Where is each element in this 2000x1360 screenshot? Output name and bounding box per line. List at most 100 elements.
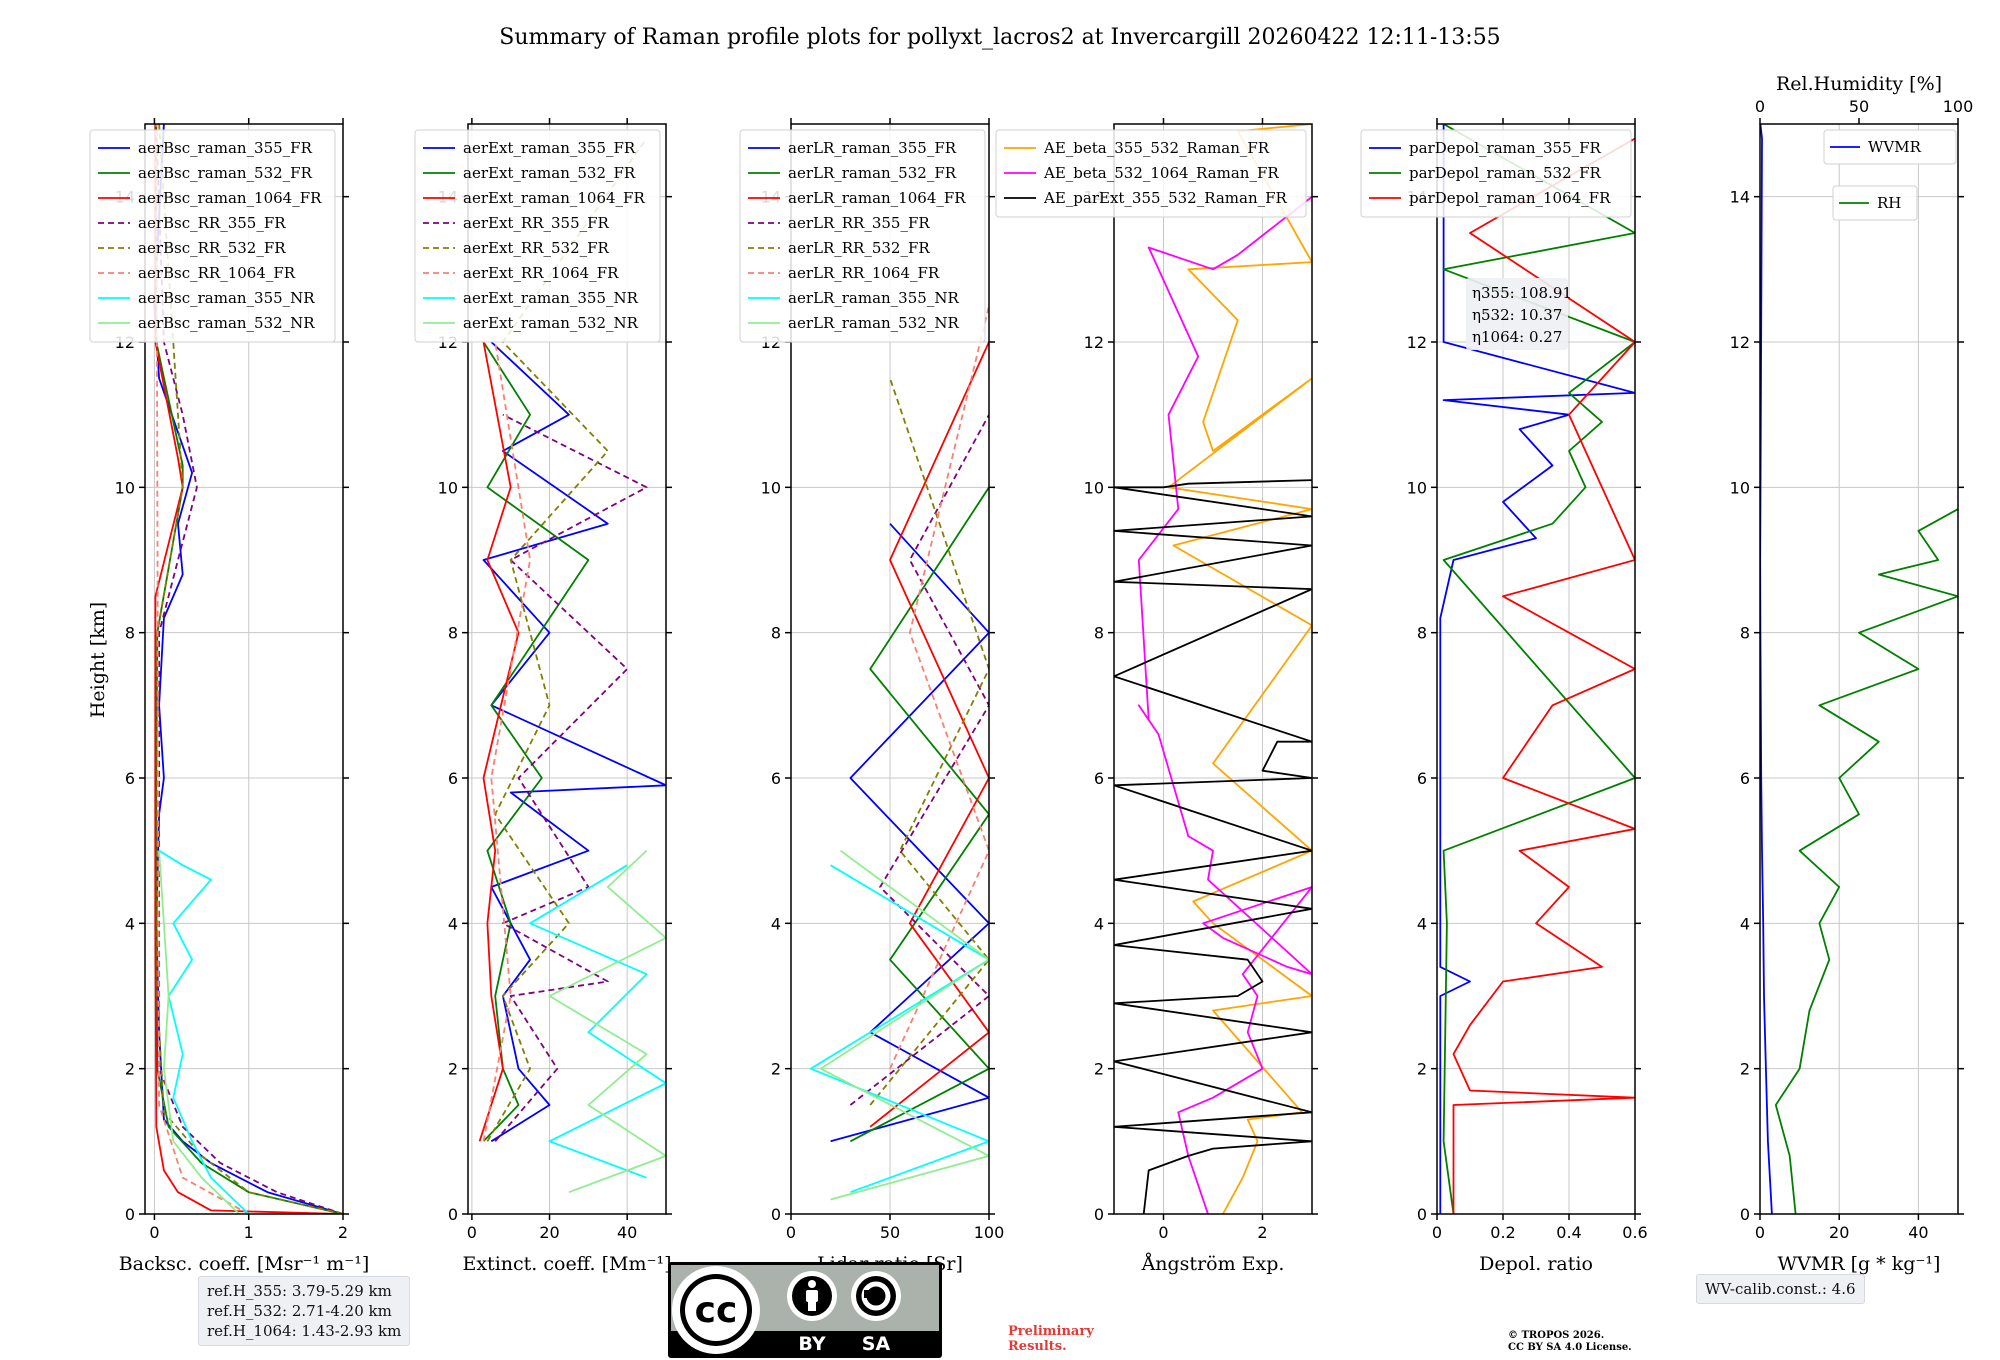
series-group bbox=[809, 305, 989, 1201]
share-alike-icon bbox=[851, 1271, 901, 1321]
y-tick-label: 10 bbox=[1730, 478, 1750, 497]
y-tick-label: 2 bbox=[1417, 1060, 1427, 1079]
y-tick-label: 6 bbox=[1094, 769, 1104, 788]
series-line-aerExt_RR_355_FR bbox=[494, 413, 648, 1142]
x-tick-label: 50 bbox=[880, 1223, 900, 1242]
y-tick-label: 4 bbox=[1740, 914, 1750, 933]
legend-box bbox=[1360, 129, 1632, 218]
series-line-AE_beta_532_1064_Raman_FR bbox=[1137, 195, 1312, 1214]
series-line-aerLR_raman_532_FR bbox=[849, 486, 989, 1143]
cc-sa-label: SA bbox=[862, 1333, 891, 1355]
y-tick-label: 6 bbox=[125, 769, 135, 788]
y-tick-label: 10 bbox=[115, 478, 135, 497]
legend-box bbox=[1832, 185, 1918, 221]
copyright-note: © TROPOS 2026. CC BY SA 4.0 License. bbox=[1508, 1330, 1632, 1354]
legend-box bbox=[739, 129, 986, 343]
cc-by-sa-badge: cc BY SA bbox=[668, 1262, 942, 1358]
x-tick-label: 0.4 bbox=[1556, 1223, 1581, 1242]
series-line-aerLR_RR_355_FR bbox=[849, 414, 989, 1106]
legend-RH: RH bbox=[1832, 185, 1918, 221]
copyright-line-1: © TROPOS 2026. bbox=[1508, 1330, 1605, 1341]
legend-label: aerLR_RR_532_FR bbox=[788, 239, 930, 257]
series-line-aerLR_raman_532_NR bbox=[819, 849, 989, 1201]
cc-mark: cc bbox=[695, 1290, 738, 1331]
x-tick-label: 0 bbox=[786, 1223, 796, 1242]
x-tick-label: 2 bbox=[338, 1223, 348, 1242]
y-axis-label: Height [km] bbox=[87, 602, 109, 718]
panel-extinction: 0246810121402040Extinct. coeff. [Mm⁻¹]ae… bbox=[414, 118, 672, 1275]
x-tick-label: 0.2 bbox=[1490, 1223, 1515, 1242]
x-axis-label: Depol. ratio bbox=[1479, 1253, 1593, 1275]
series-line-aerExt_RR_532_FR bbox=[486, 137, 648, 1142]
legend-label: aerExt_raman_355_FR bbox=[463, 139, 636, 157]
legend: aerBsc_raman_355_FR aerBsc_raman_532_FRae… bbox=[89, 129, 336, 343]
prelim-line-1: Preliminary bbox=[1008, 1324, 1094, 1339]
y-tick-label: 6 bbox=[771, 769, 781, 788]
series-line-aerExt_raman_1064_FR bbox=[478, 341, 520, 1142]
y-tick-label: 4 bbox=[771, 914, 781, 933]
y-tick-label: 0 bbox=[1740, 1205, 1750, 1224]
top-axis-label: Rel.Humidity [%] bbox=[1776, 73, 1942, 95]
eta-value: η355: 108.91 bbox=[1472, 284, 1572, 302]
legend-label: parDepol_raman_532_FR bbox=[1409, 164, 1602, 182]
legend-label: aerBsc_raman_355_FR bbox=[138, 139, 313, 157]
legend-label: parDepol_raman_355_FR bbox=[1409, 139, 1602, 157]
copyright-line-2: CC BY SA 4.0 License. bbox=[1508, 1342, 1632, 1353]
y-tick-label: 10 bbox=[761, 478, 781, 497]
series-line-aerExt_raman_532_NR bbox=[548, 850, 666, 1194]
series-line-aerLR_raman_355_NR bbox=[809, 864, 989, 1194]
series-line-parDepol_raman_1064_FR bbox=[1452, 137, 1635, 1214]
legend: AE_beta_355_532_Raman_FR AE_beta_532_1064… bbox=[995, 129, 1307, 218]
x-axis-label: Backsc. coeff. [Msr⁻¹ m⁻¹] bbox=[119, 1253, 370, 1275]
legend: aerLR_raman_355_FR aerLR_raman_532_FR aerL… bbox=[739, 129, 986, 343]
legend-label: AE_beta_532_1064_Raman_FR bbox=[1043, 164, 1279, 182]
series-line-aerExt_raman_355_NR bbox=[529, 864, 666, 1179]
series-line-AE_parExt_355_532_Raman_FR bbox=[1114, 479, 1312, 1214]
x-tick-label: 40 bbox=[617, 1223, 637, 1242]
y-tick-label: 8 bbox=[771, 624, 781, 643]
legend-label: aerExt_RR_355_FR bbox=[463, 214, 610, 232]
series-line-aerBsc_RR_1064_FR bbox=[155, 124, 250, 1214]
legend-label: AE_beta_355_532_Raman_FR bbox=[1043, 139, 1270, 157]
x-tick-label: 20 bbox=[539, 1223, 559, 1242]
y-tick-label: 2 bbox=[448, 1060, 458, 1079]
attribution-person-icon bbox=[787, 1271, 837, 1321]
plot-frame bbox=[1113, 123, 1313, 1215]
wv-calibration-box: WV-calib.const.: 4.6 bbox=[1696, 1274, 1865, 1304]
legend-label: aerLR_raman_1064_FR bbox=[788, 189, 966, 207]
series-line-aerExt_RR_1064_FR bbox=[482, 341, 531, 1142]
series-line-aerBsc_RR_355_FR bbox=[155, 124, 343, 1214]
series-line-RH bbox=[1774, 508, 1958, 1214]
legend-label: aerLR_RR_355_FR bbox=[788, 214, 930, 232]
y-tick-label: 2 bbox=[125, 1060, 135, 1079]
eta-annotation: η355: 108.91 η532: 10.37 η1064: 0.27 bbox=[1466, 278, 1572, 350]
legend: parDepol_raman_355_FR parDepol_raman_532_… bbox=[1360, 129, 1632, 218]
series-line-WVMR bbox=[1760, 124, 1773, 1214]
legend-label: WVMR bbox=[1868, 138, 1922, 156]
legend-label: RH bbox=[1877, 194, 1901, 212]
y-tick-label: 4 bbox=[1094, 914, 1104, 933]
x-tick-label: 0 bbox=[149, 1223, 159, 1242]
series-line-aerLR_raman_355_FR bbox=[830, 523, 989, 1143]
y-tick-label: 6 bbox=[1417, 769, 1427, 788]
y-tick-label: 0 bbox=[125, 1205, 135, 1224]
series-group bbox=[1760, 124, 1958, 1214]
legend-label: aerLR_raman_355_NR bbox=[788, 289, 959, 307]
y-tick-label: 2 bbox=[1740, 1060, 1750, 1079]
series-line-aerExt_raman_532_FR bbox=[482, 341, 590, 1142]
eta-value: η532: 10.37 bbox=[1472, 306, 1562, 324]
cc-by-label: BY bbox=[798, 1333, 825, 1355]
top-x-tick-label: 50 bbox=[1849, 97, 1869, 116]
legend-box bbox=[995, 129, 1307, 218]
y-tick-label: 2 bbox=[1094, 1060, 1104, 1079]
reference-height-box: ref.H_355: 3.79-5.29 km ref.H_532: 2.71-… bbox=[198, 1276, 411, 1346]
legend-label: aerBsc_raman_355_NR bbox=[138, 289, 315, 307]
legend-label: aerExt_raman_1064_FR bbox=[463, 189, 645, 207]
panel-lidarratio: 02468101214050100Lidar ratio [Sr]aerLR_r… bbox=[739, 118, 1004, 1275]
x-tick-label: 0 bbox=[1432, 1223, 1442, 1242]
legend-box bbox=[414, 129, 661, 343]
y-tick-label: 8 bbox=[125, 624, 135, 643]
y-tick-label: 12 bbox=[1730, 333, 1750, 352]
